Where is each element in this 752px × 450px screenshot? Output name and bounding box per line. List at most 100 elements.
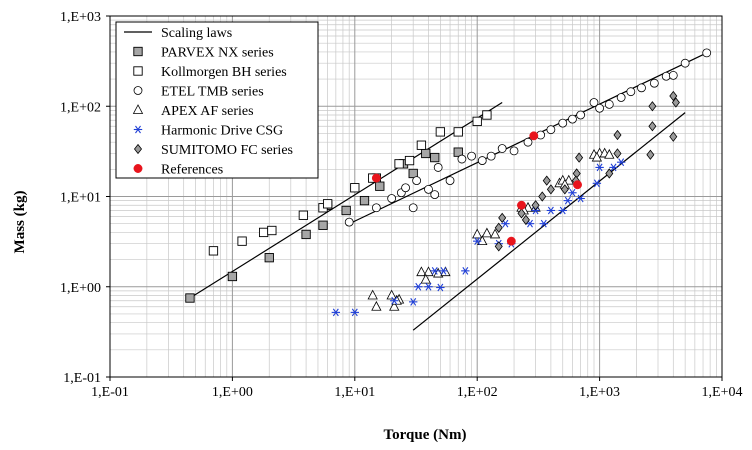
data-point-parvex [318, 220, 328, 230]
data-point-etel [430, 190, 440, 199]
data-point-harmonic [609, 163, 618, 172]
asterisk-stroke [610, 163, 617, 172]
data-point-etel [558, 118, 568, 128]
scaling-law-line [189, 102, 503, 299]
data-point-apex [423, 266, 434, 277]
asterisk-stroke [618, 158, 625, 167]
data-point-kollmorgen [482, 110, 492, 120]
data-point-sumitomo [538, 191, 547, 202]
data-point-apex [420, 273, 431, 284]
data-point-harmonic [133, 125, 143, 134]
data-point-harmonic [390, 296, 399, 305]
data-point-harmonic [436, 283, 445, 292]
data-point-sumitomo [648, 101, 657, 112]
data-point-reference [133, 164, 143, 173]
asterisk-stroke [425, 282, 432, 291]
data-point-etel [401, 183, 410, 193]
data-point-etel [702, 48, 712, 58]
asterisk-stroke [540, 219, 547, 228]
y-tick-label: 1,E+02 [60, 100, 101, 115]
asterisk-stroke [437, 283, 444, 292]
data-point-apex [489, 228, 501, 239]
series-sumitomo-fc-series [494, 90, 680, 252]
data-point-harmonic [592, 179, 602, 188]
data-point-apex [563, 174, 574, 185]
data-point-etel [604, 99, 614, 109]
legend-item: Scaling laws [124, 26, 232, 41]
data-point-parvex [430, 152, 440, 163]
y-tick-label: 1,E+00 [60, 281, 101, 296]
data-point-etel [668, 70, 678, 80]
asterisk-stroke [462, 266, 469, 275]
asterisk-stroke [593, 179, 600, 188]
data-point-sumitomo [669, 90, 678, 102]
data-point-apex [132, 104, 144, 114]
data-point-harmonic [501, 219, 510, 228]
data-point-etel [387, 194, 397, 203]
data-point-kollmorgen [133, 66, 143, 76]
x-tick-label: 1,E+01 [334, 385, 375, 400]
data-point-sumitomo [671, 97, 680, 108]
data-point-sumitomo [494, 241, 503, 252]
y-axis-title: Mass (kg) [12, 191, 28, 254]
data-point-sumitomo [546, 184, 555, 195]
data-point-reference [517, 200, 526, 210]
asterisk-stroke [332, 308, 339, 317]
x-tick-label: 1,E+02 [457, 385, 498, 400]
data-point-reference [506, 236, 516, 246]
data-point-sumitomo [613, 148, 622, 159]
data-point-etel [546, 125, 556, 135]
asterisk-stroke [135, 125, 141, 134]
data-point-parvex [185, 293, 195, 303]
data-point-etel [433, 163, 443, 172]
data-point-kollmorgen [453, 127, 463, 137]
data-point-sumitomo [669, 131, 678, 142]
data-point-harmonic [414, 282, 423, 291]
data-point-etel [576, 110, 586, 120]
data-point-sumitomo [494, 222, 503, 233]
data-point-etel [424, 184, 433, 194]
legend-item: References [133, 163, 223, 178]
x-axis-title: Torque (Nm) [384, 427, 467, 443]
data-point-harmonic [350, 308, 359, 317]
x-tick-label: 1,E-01 [91, 385, 129, 400]
x-tick-label: 1,E+04 [702, 385, 743, 400]
data-point-parvex [408, 168, 418, 179]
data-point-etel [568, 114, 577, 124]
data-point-apex [416, 266, 427, 277]
data-point-harmonic [439, 266, 448, 275]
data-point-kollmorgen [472, 116, 482, 127]
data-point-etel [497, 144, 507, 153]
asterisk-stroke [351, 308, 358, 317]
legend-item: ETEL TMB series [133, 85, 264, 100]
legend-label: Scaling laws [161, 26, 232, 41]
data-point-kollmorgen [258, 227, 269, 238]
data-point-apex [367, 289, 378, 300]
data-point-harmonic [595, 163, 604, 172]
data-point-parvex [359, 195, 370, 206]
data-point-sumitomo [521, 214, 530, 226]
legend-item: SUMITOMO FC series [133, 143, 293, 158]
data-point-parvex [227, 271, 238, 282]
data-point-kollmorgen [237, 236, 247, 246]
asterisk-stroke [415, 282, 422, 291]
data-point-harmonic [616, 158, 626, 167]
legend-label: Kollmorgen BH series [161, 65, 287, 80]
data-point-apex [386, 289, 397, 300]
data-point-reference [371, 173, 381, 183]
data-point-etel [589, 98, 599, 107]
data-point-parvex [301, 229, 311, 240]
asterisk-stroke [391, 296, 398, 305]
y-tick-label: 1,E-01 [63, 371, 101, 386]
data-point-apex [481, 227, 493, 238]
data-point-etel [616, 93, 626, 102]
data-point-kollmorgen [298, 210, 309, 220]
data-point-kollmorgen [404, 155, 415, 166]
data-point-apex [604, 148, 615, 159]
data-point-kollmorgen [435, 127, 446, 137]
data-point-etel [445, 176, 455, 186]
data-point-apex [477, 235, 488, 246]
legend-item: Kollmorgen BH series [133, 65, 287, 80]
data-point-kollmorgen [208, 246, 219, 256]
data-point-harmonic [558, 206, 567, 215]
